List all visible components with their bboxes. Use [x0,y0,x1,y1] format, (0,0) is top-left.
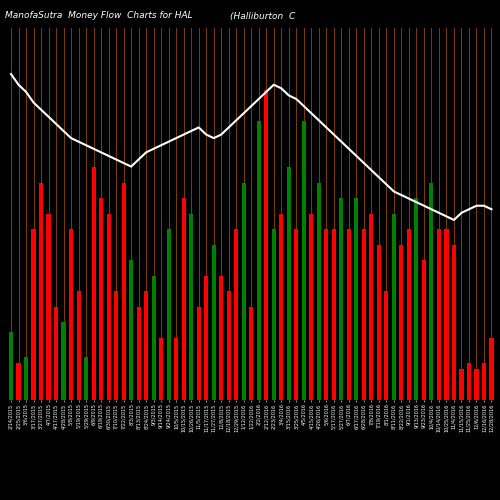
Bar [226,292,231,400]
Bar [212,245,216,400]
Bar [370,214,374,400]
Bar [347,230,351,400]
Bar [437,230,441,400]
Bar [32,230,36,400]
Bar [407,230,411,400]
Bar [264,90,268,400]
Bar [122,182,126,400]
Bar [92,167,96,400]
Bar [286,167,291,400]
Bar [249,307,254,400]
Text: (Halliburton  C: (Halliburton C [230,12,295,20]
Bar [490,338,494,400]
Bar [219,276,224,400]
Bar [69,230,73,400]
Bar [460,369,464,400]
Bar [99,198,103,400]
Bar [166,230,170,400]
Bar [452,245,456,400]
Bar [234,230,238,400]
Bar [136,307,140,400]
Bar [332,230,336,400]
Bar [9,332,13,400]
Bar [324,230,328,400]
Bar [294,230,298,400]
Bar [377,245,381,400]
Bar [84,356,88,400]
Bar [392,214,396,400]
Bar [159,338,163,400]
Bar [414,198,418,400]
Bar [444,230,448,400]
Bar [114,292,118,400]
Text: ManofaSutra  Money Flow  Charts for HAL: ManofaSutra Money Flow Charts for HAL [5,12,192,20]
Bar [482,362,486,400]
Bar [362,230,366,400]
Bar [272,230,276,400]
Bar [340,198,344,400]
Bar [309,214,314,400]
Bar [242,182,246,400]
Bar [16,362,20,400]
Bar [76,292,80,400]
Bar [400,245,404,400]
Bar [474,369,478,400]
Bar [279,214,283,400]
Bar [422,260,426,400]
Bar [144,292,148,400]
Bar [430,182,434,400]
Bar [384,292,388,400]
Bar [62,322,66,400]
Bar [256,120,261,400]
Bar [129,260,133,400]
Bar [106,214,110,400]
Bar [182,198,186,400]
Bar [302,120,306,400]
Bar [354,198,358,400]
Bar [174,338,178,400]
Bar [24,356,28,400]
Bar [196,307,201,400]
Bar [189,214,194,400]
Bar [317,182,321,400]
Bar [467,362,471,400]
Bar [46,214,50,400]
Bar [54,307,58,400]
Bar [204,276,208,400]
Bar [39,182,43,400]
Bar [152,276,156,400]
